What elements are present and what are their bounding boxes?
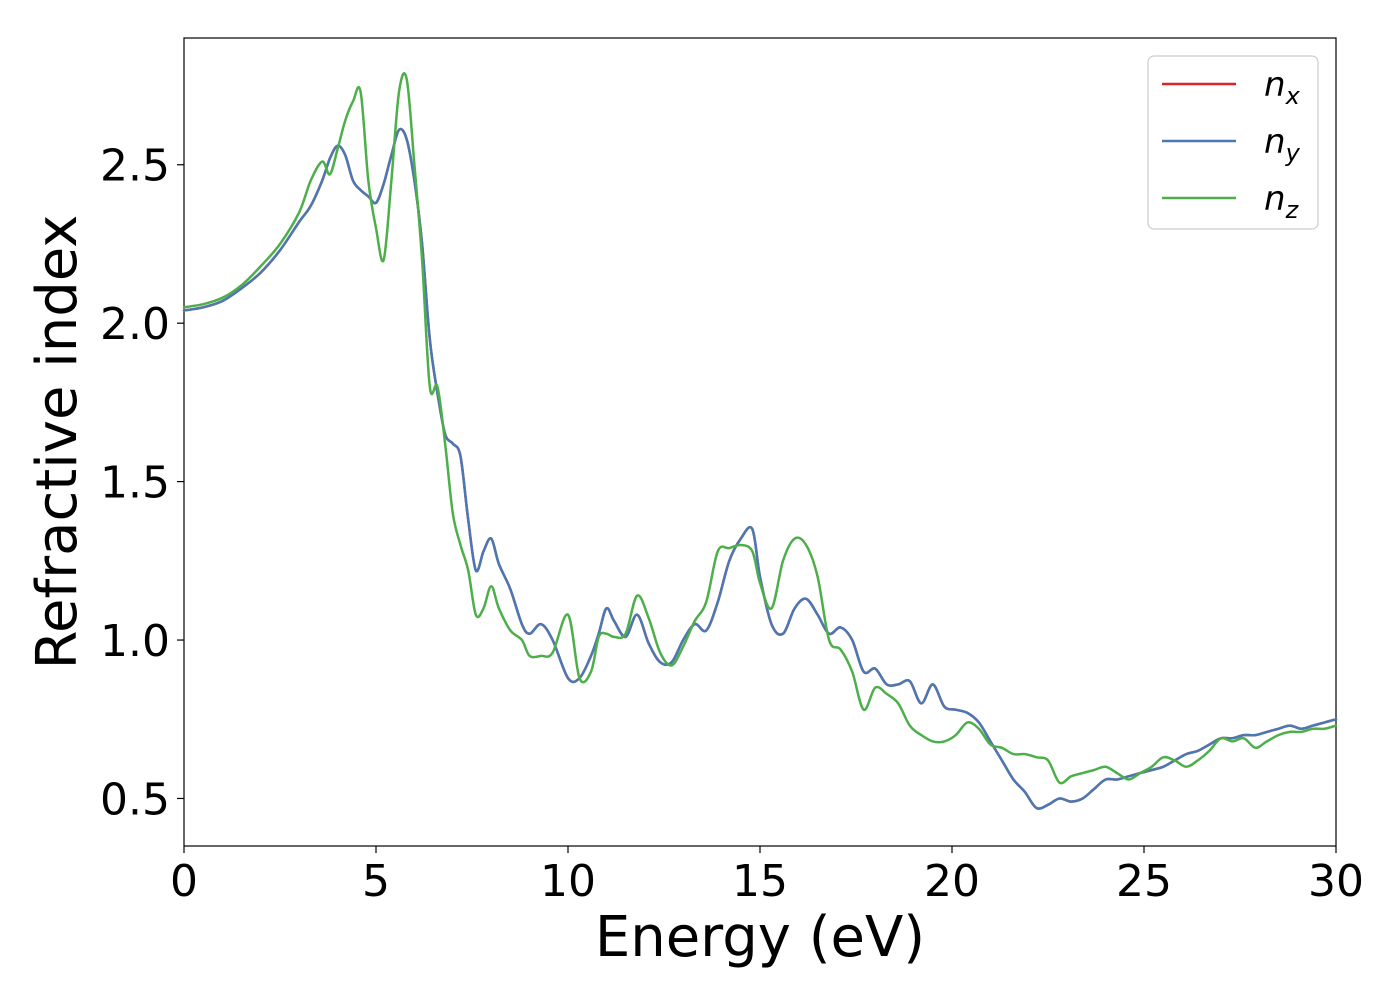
legend-label-subscript: x: [1285, 82, 1301, 110]
y-tick-label: 2.0: [100, 299, 170, 350]
legend-label-subscript: y: [1285, 139, 1301, 167]
x-axis-title: Energy (eV): [595, 905, 925, 970]
x-tick-label: 5: [362, 856, 390, 907]
legend-box: [1147, 55, 1319, 230]
series-line-nz: [182, 72, 1338, 785]
x-tick-label: 30: [1308, 856, 1364, 907]
y-tick-label: 1.0: [100, 616, 170, 667]
legend-label-subscript: z: [1285, 196, 1300, 224]
legend-label-ny: ny: [1264, 122, 1301, 167]
x-tick-label: 15: [732, 856, 788, 907]
legend-label-base: n: [1264, 122, 1286, 162]
legend-label-base: n: [1264, 65, 1286, 105]
legend-label-base: n: [1264, 179, 1286, 219]
y-axis-title: Refractive index: [25, 215, 90, 670]
y-axis-ticks: 0.5 1.0 1.5 2.0 2.5: [100, 141, 184, 825]
y-tick-label: 1.5: [100, 458, 170, 509]
x-tick-label: 25: [1116, 856, 1172, 907]
x-axis-ticks: 0 5 10 15 20 25 30: [170, 846, 1364, 907]
x-tick-label: 0: [170, 856, 198, 907]
x-tick-label: 20: [924, 856, 980, 907]
y-tick-label: 2.5: [100, 141, 170, 192]
x-tick-label: 10: [540, 856, 596, 907]
series-layer: [182, 72, 1338, 810]
legend-label-nx: nx: [1264, 65, 1301, 110]
y-tick-label: 0.5: [100, 774, 170, 825]
legend-label-nz: nz: [1264, 179, 1300, 224]
